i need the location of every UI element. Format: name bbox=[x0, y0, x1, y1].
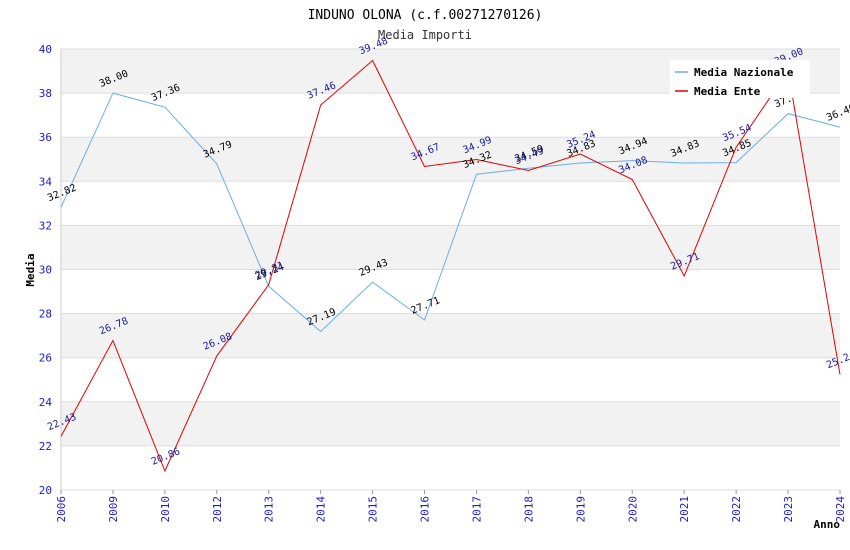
x-axis-ticks: 2006 2009 2010 2012 2013 2014 2015 2016 2017 2018… bbox=[55, 490, 847, 523]
background-band bbox=[61, 93, 840, 138]
x-tick-label: 2009 bbox=[107, 496, 120, 523]
x-tick-label: 2020 bbox=[626, 496, 639, 523]
legend-label-nazionale: Media Nazionale bbox=[694, 66, 794, 79]
x-tick-label: 2015 bbox=[367, 496, 380, 523]
background-band bbox=[61, 313, 840, 358]
background-band bbox=[61, 269, 840, 314]
chart-title: INDUNO OLONA (c.f.00271270126) bbox=[308, 8, 543, 23]
series-line-ente bbox=[60, 59, 841, 473]
legend: Media Nazionale Media Ente bbox=[670, 60, 810, 98]
y-tick-label: 26 bbox=[39, 352, 52, 365]
background-band bbox=[61, 137, 840, 182]
x-tick-label: 2012 bbox=[211, 496, 224, 523]
x-tick-label: 2024 bbox=[834, 496, 847, 523]
x-tick-label: 2019 bbox=[574, 496, 587, 523]
x-axis-label: Anno bbox=[814, 518, 841, 531]
y-tick-label: 40 bbox=[39, 43, 52, 56]
x-tick-label: 2017 bbox=[470, 496, 483, 523]
x-tick-label: 2013 bbox=[263, 496, 276, 523]
x-tick-label: 2023 bbox=[782, 496, 795, 523]
legend-label-ente: Media Ente bbox=[694, 85, 761, 98]
y-tick-label: 22 bbox=[39, 440, 52, 453]
y-tick-label: 38 bbox=[39, 87, 52, 100]
x-tick-label: 2022 bbox=[730, 496, 743, 523]
x-tick-label: 2018 bbox=[522, 496, 535, 523]
x-tick-label: 2014 bbox=[315, 496, 328, 523]
series-lines bbox=[60, 59, 841, 473]
y-tick-label: 28 bbox=[39, 308, 52, 321]
legend-background bbox=[670, 60, 810, 98]
y-tick-label: 24 bbox=[39, 396, 53, 409]
x-tick-label: 2006 bbox=[55, 496, 68, 523]
y-axis-label: Media bbox=[24, 253, 37, 286]
y-tick-label: 20 bbox=[39, 484, 52, 497]
y-tick-label: 32 bbox=[39, 219, 52, 232]
series-line-nazionale bbox=[60, 92, 841, 333]
x-tick-label: 2016 bbox=[419, 496, 432, 523]
y-tick-label: 30 bbox=[39, 264, 52, 277]
background-band bbox=[61, 401, 840, 446]
chart-background-bands bbox=[61, 49, 840, 490]
x-tick-label: 2010 bbox=[159, 496, 172, 523]
background-band bbox=[61, 181, 840, 226]
gridlines bbox=[60, 48, 840, 491]
y-tick-label: 36 bbox=[39, 131, 52, 144]
y-tick-label: 34 bbox=[39, 175, 53, 188]
x-tick-label: 2021 bbox=[678, 496, 691, 523]
y-axis-ticks: 20 22 24 26 28 30 32 34 36 38 40 bbox=[39, 43, 53, 497]
background-band bbox=[61, 445, 840, 490]
background-band bbox=[61, 357, 840, 402]
chart-subtitle: Media Importi bbox=[378, 28, 472, 42]
